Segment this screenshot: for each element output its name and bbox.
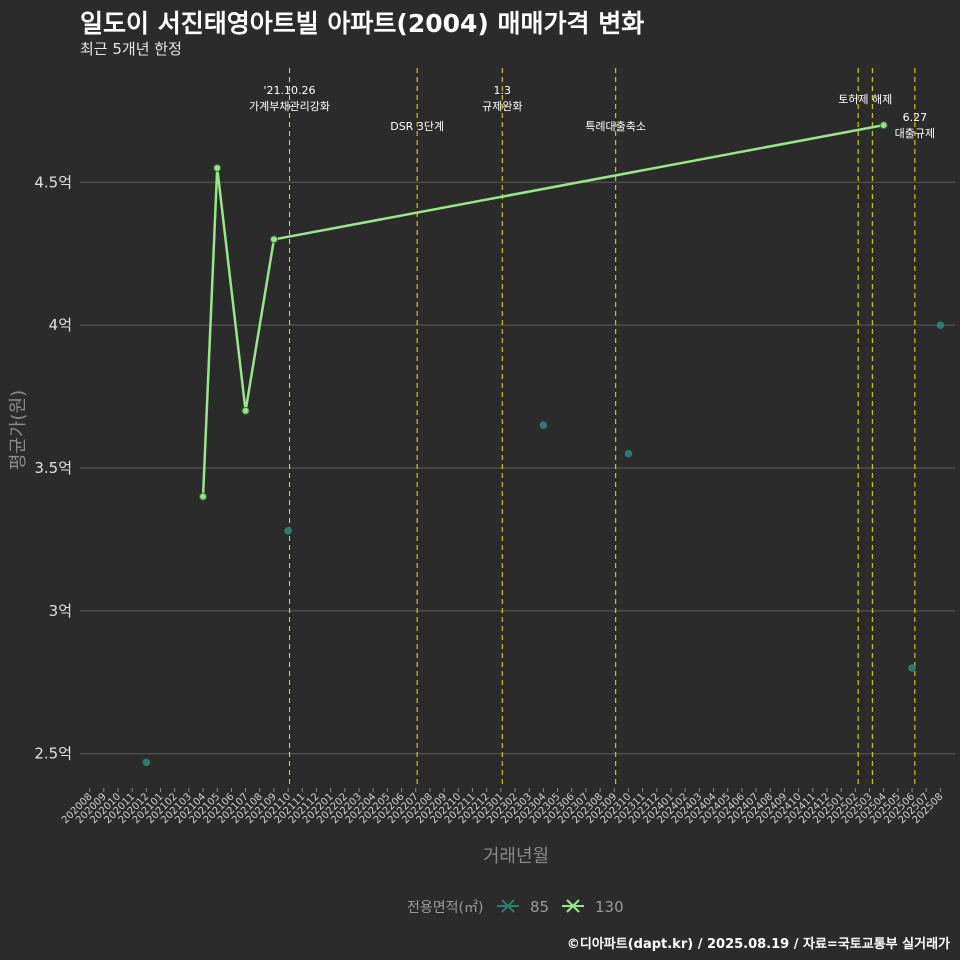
x-axis-title: 거래년월 [483, 846, 549, 867]
y-axis-title: 평균가(원) [8, 390, 29, 470]
series-85-point [539, 421, 548, 429]
series-85-point [142, 758, 151, 767]
event-label: DSR 3단계 [390, 120, 444, 133]
series-85-point [284, 527, 292, 535]
chart-title: 일도이 서진태영아트빌 아파트(2004) 매매가격 변화 [80, 9, 645, 38]
series-130-line [201, 123, 884, 497]
event-label: '21.10.26 [264, 84, 316, 97]
y-tick-label: 3억 [49, 602, 72, 620]
event-label: 토허제 해제 [838, 92, 892, 106]
chart-subtitle: 최근 5개년 한정 [80, 40, 182, 58]
series-layer [142, 121, 945, 767]
event-label: 대출규제 [895, 127, 935, 140]
y-tick-label: 4.5억 [34, 173, 72, 191]
series-85-point [908, 664, 916, 672]
event-label: 규제완화 [482, 100, 522, 113]
series-130-point [199, 492, 208, 501]
event-label: 1.3 [493, 84, 511, 97]
legend-key-cross [501, 899, 515, 913]
x-axis-ticks: 2020082020092020102020112020122021012021… [60, 788, 946, 826]
grid-layer [80, 181, 955, 755]
chart-caption: ©디아파트(dapt.kr) / 2025.08.19 / 자료=국토교통부 실… [566, 937, 950, 952]
series-85-point [936, 321, 945, 329]
series-130-point [213, 164, 222, 172]
series-85-point [624, 449, 633, 458]
series-130-point [269, 235, 278, 244]
legend-title: 전용면적(㎡) [407, 900, 483, 916]
y-tick-label: 3.5억 [34, 459, 72, 477]
event-label: 특례대출축소 [585, 120, 646, 133]
event-label: 6.27 [903, 111, 928, 124]
event-label: 가계부채관리강화 [249, 100, 330, 113]
y-axis-ticks: 2.5억 3억 3.5억 4억 4.5억 [34, 173, 72, 762]
y-tick-label: 4억 [49, 316, 72, 334]
series-130-point [879, 121, 888, 130]
series-130-point [241, 406, 250, 415]
legend-key-cross [566, 899, 580, 913]
y-tick-label: 2.5억 [34, 745, 72, 763]
legend-label: 130 [595, 898, 624, 916]
legend: 전용면적(㎡) 85 130 [407, 898, 624, 916]
legend-label: 85 [530, 898, 549, 916]
